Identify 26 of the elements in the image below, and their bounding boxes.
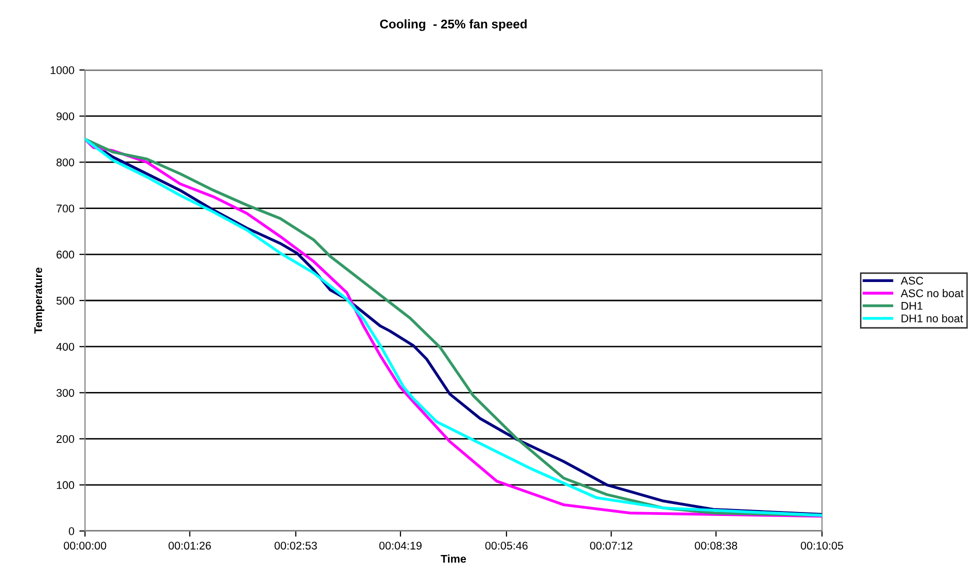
x-tick-label: 00:04:19	[379, 542, 422, 550]
y-tick-label: 1000	[50, 66, 74, 74]
y-tick-label: 100	[56, 481, 74, 490]
chart-title: Cooling - 25% fan speed	[380, 19, 527, 31]
legend-label: ASC no boat	[900, 289, 964, 298]
x-tick-label: 00:01:26	[168, 542, 211, 550]
y-tick-label: 900	[56, 112, 74, 120]
y-axis-title: Temperature	[34, 268, 44, 334]
y-tick-label: 700	[56, 204, 74, 212]
x-tick-label: 00:05:46	[485, 542, 528, 550]
legend-label: DH1	[902, 302, 922, 310]
y-tick-label: 0	[68, 527, 74, 536]
legend-label: DH1 no boat	[902, 314, 964, 322]
y-tick-label: 300	[56, 388, 74, 397]
x-axis-title: Time	[440, 554, 466, 563]
y-tick-label: 600	[56, 250, 74, 259]
legend-label: ASC	[900, 276, 924, 285]
x-tick-label: 00:07:12	[590, 542, 632, 550]
y-tick-label: 200	[56, 435, 74, 443]
x-tick-label: 00:10:05	[800, 542, 844, 550]
y-tick-label: 800	[56, 158, 74, 166]
x-tick-label: 00:08:38	[694, 542, 738, 550]
y-tick-label: 500	[56, 296, 74, 305]
x-tick-label: 00:02:53	[274, 542, 317, 550]
y-tick-label: 400	[56, 342, 74, 351]
x-tick-label: 00:00:00	[64, 542, 106, 550]
